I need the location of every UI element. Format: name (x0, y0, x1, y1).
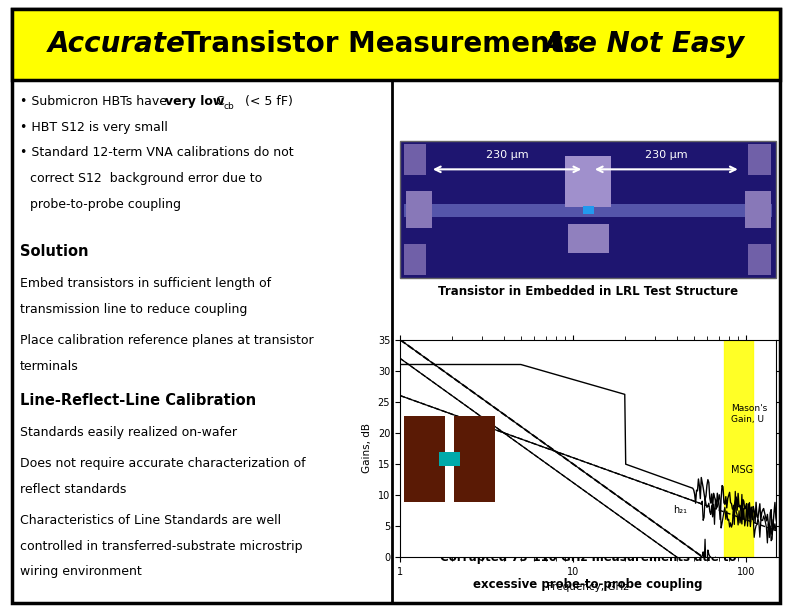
Bar (568, 224, 608, 253)
Text: wiring environment: wiring environment (20, 565, 142, 578)
Bar (12, 9, 780, 80)
Text: • HBT S12 is very small: • HBT S12 is very small (20, 121, 168, 133)
Text: terminals: terminals (20, 360, 78, 373)
Bar (744, 191, 771, 228)
Text: Standards easily realized on-wafer: Standards easily realized on-wafer (20, 427, 237, 439)
Bar (404, 244, 426, 275)
Bar (404, 204, 772, 217)
Bar (565, 157, 611, 207)
Text: Transistor Measurements: Transistor Measurements (172, 31, 589, 58)
Y-axis label: Gains, dB: Gains, dB (362, 424, 372, 473)
Bar (454, 416, 495, 455)
Text: 230 μm: 230 μm (645, 150, 687, 160)
Text: C: C (212, 95, 225, 108)
Text: Does not require accurate characterization of: Does not require accurate characterizati… (20, 457, 306, 470)
Bar (400, 141, 776, 278)
Text: correct S12  background error due to: correct S12 background error due to (30, 172, 262, 185)
Text: Corrupted 75-110 GHz measurements due to: Corrupted 75-110 GHz measurements due to (440, 551, 737, 564)
Text: excessive probe-to-probe coupling: excessive probe-to-probe coupling (474, 578, 703, 591)
Text: MSG: MSG (731, 465, 753, 475)
Bar (439, 452, 460, 466)
Text: Line-Reflect-Line Calibration: Line-Reflect-Line Calibration (20, 393, 256, 408)
Bar (454, 463, 495, 502)
Text: Are Not Easy: Are Not Easy (543, 31, 744, 58)
Text: controlled in transferred-substrate microstrip: controlled in transferred-substrate micr… (20, 540, 303, 553)
Text: Solution: Solution (20, 244, 88, 259)
Text: 230 μm: 230 μm (485, 150, 528, 160)
Polygon shape (454, 442, 495, 476)
Bar (404, 144, 426, 176)
Text: reflect standards: reflect standards (20, 483, 126, 496)
Text: Embed transistors in sufficient length of: Embed transistors in sufficient length o… (20, 277, 271, 290)
Bar (404, 463, 445, 502)
Bar (748, 144, 771, 176)
Polygon shape (404, 442, 445, 476)
Text: cb: cb (223, 102, 234, 111)
Text: • Submicron HBTs have: • Submicron HBTs have (20, 95, 171, 108)
Bar (404, 416, 445, 455)
Bar (583, 206, 594, 214)
Text: transmission line to reduce coupling: transmission line to reduce coupling (20, 303, 247, 316)
Text: Mason's
Gain, U: Mason's Gain, U (731, 405, 767, 424)
Text: Place calibration reference planes at transistor: Place calibration reference planes at tr… (20, 334, 314, 347)
Text: (< 5 fF): (< 5 fF) (241, 95, 292, 108)
Text: Transistor in Embedded in LRL Test Structure: Transistor in Embedded in LRL Test Struc… (438, 285, 738, 297)
Bar (748, 244, 771, 275)
Text: Accurate: Accurate (48, 31, 185, 58)
Bar (724, 340, 753, 557)
Text: Characteristics of Line Standards are well: Characteristics of Line Standards are we… (20, 514, 281, 527)
Text: • Standard 12-term VNA calibrations do not: • Standard 12-term VNA calibrations do n… (20, 146, 293, 159)
Text: very low: very low (165, 95, 224, 108)
X-axis label: Frequency, GHz: Frequency, GHz (547, 582, 629, 592)
Bar (406, 191, 432, 228)
Text: h₂₁: h₂₁ (673, 506, 687, 515)
Text: probe-to-probe coupling: probe-to-probe coupling (30, 198, 181, 211)
